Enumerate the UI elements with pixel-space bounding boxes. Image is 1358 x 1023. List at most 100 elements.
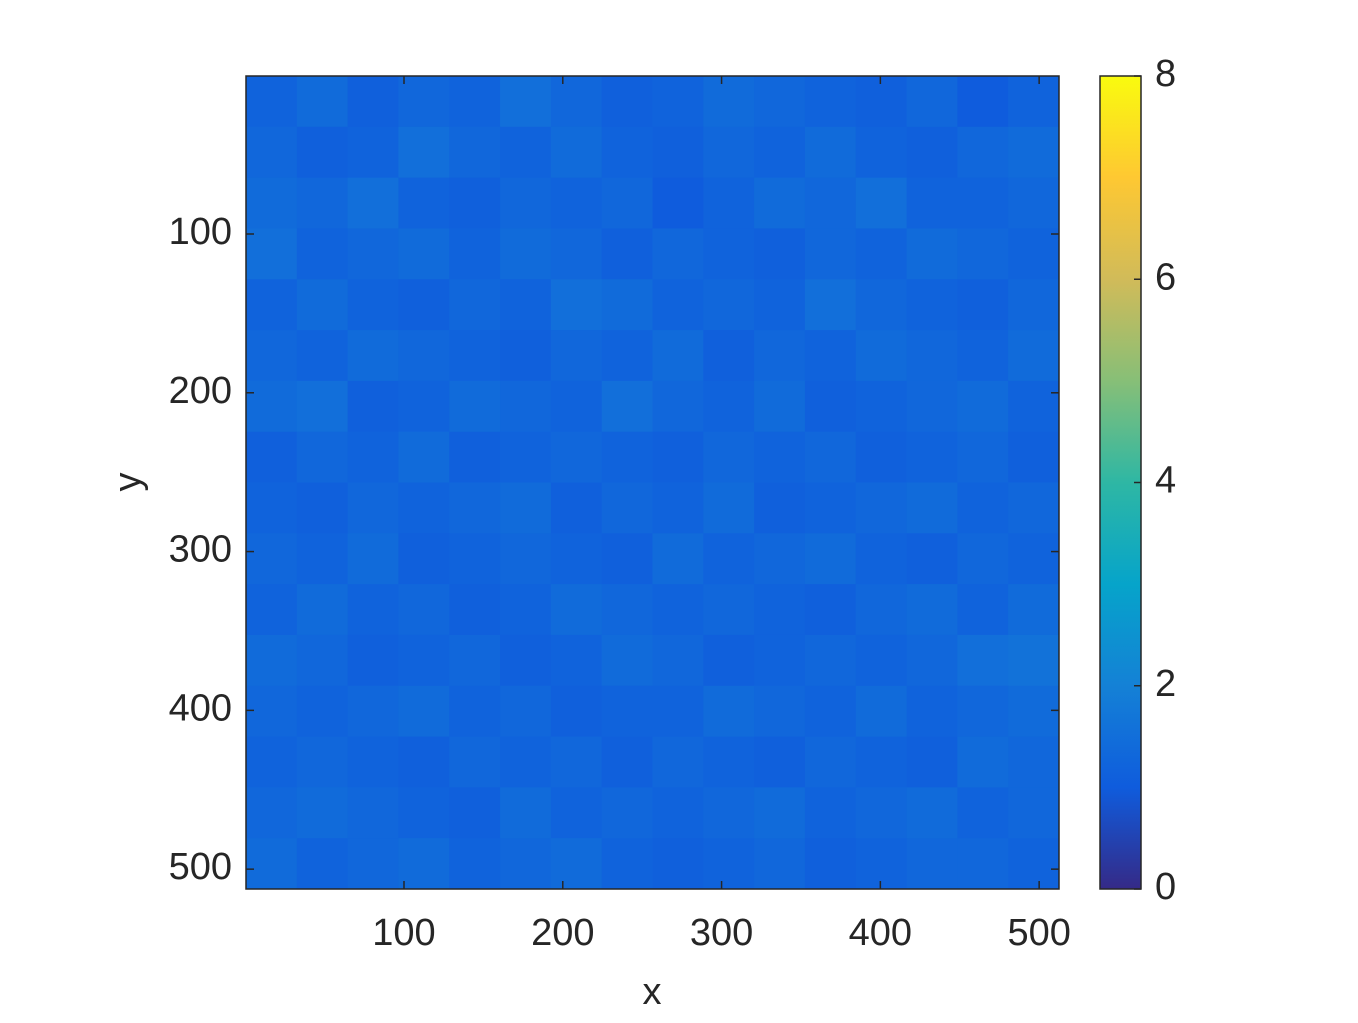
y-tick-label: 500 xyxy=(169,846,232,888)
heat-cell xyxy=(449,380,501,433)
heat-cell xyxy=(855,380,908,433)
heat-cell xyxy=(449,482,501,534)
heat-cell xyxy=(1008,330,1060,382)
heat-cell xyxy=(652,126,704,179)
y-tick-label: 300 xyxy=(169,529,232,571)
heat-cell xyxy=(500,279,552,331)
heat-cell xyxy=(246,126,298,179)
heat-cell xyxy=(754,482,806,534)
heat-cell xyxy=(957,126,1009,179)
heat-cell xyxy=(652,279,704,331)
heat-cell xyxy=(652,584,704,636)
heat-cell xyxy=(449,126,501,179)
heat-cell xyxy=(754,76,806,128)
heat-cell xyxy=(550,685,603,738)
heat-cell xyxy=(855,279,908,331)
heat-cell xyxy=(296,838,349,890)
heat-cell xyxy=(601,838,653,890)
heat-cell xyxy=(652,228,704,280)
heat-cell xyxy=(449,228,501,280)
heat-cell xyxy=(703,431,755,483)
heat-cell xyxy=(754,787,806,839)
colorbar-tick-label: 2 xyxy=(1155,663,1176,705)
heat-cell xyxy=(449,787,501,839)
heat-cell xyxy=(347,736,399,788)
heat-cell xyxy=(449,736,501,788)
heat-cell xyxy=(1008,787,1060,839)
x-tick-label: 400 xyxy=(849,912,912,954)
heat-cell xyxy=(957,533,1009,585)
heat-cell xyxy=(500,634,552,687)
heat-cell xyxy=(550,634,603,687)
heat-cell xyxy=(652,838,704,890)
heat-cell xyxy=(804,736,857,788)
heat-cell xyxy=(754,584,806,636)
heat-cell xyxy=(246,330,298,382)
heat-cell xyxy=(347,279,399,331)
heat-cell xyxy=(906,431,958,483)
heat-cell xyxy=(855,330,908,382)
heat-cell xyxy=(347,838,399,890)
heat-cell xyxy=(652,787,704,839)
colorbar-tick-label: 8 xyxy=(1155,53,1176,95)
heat-cell xyxy=(804,787,857,839)
heat-cell xyxy=(601,126,653,179)
heat-cell xyxy=(601,279,653,331)
heat-cell xyxy=(449,177,501,229)
heat-cell xyxy=(754,330,806,382)
heat-cell xyxy=(296,279,349,331)
heat-cell xyxy=(550,380,603,433)
heat-cell xyxy=(855,431,908,483)
heat-cell xyxy=(906,177,958,229)
heat-cell xyxy=(804,177,857,229)
heat-cell xyxy=(500,126,552,179)
heat-cell xyxy=(1008,736,1060,788)
heat-cell xyxy=(1008,634,1060,687)
heat-cell xyxy=(906,634,958,687)
heat-cell xyxy=(500,787,552,839)
heat-cell xyxy=(906,584,958,636)
heat-cell xyxy=(246,177,298,229)
heat-cell xyxy=(906,279,958,331)
heat-cell xyxy=(1008,533,1060,585)
heat-cell xyxy=(703,634,755,687)
heat-cell xyxy=(754,736,806,788)
plot-frame xyxy=(245,75,1060,890)
heat-cell xyxy=(652,685,704,738)
heat-cell xyxy=(652,431,704,483)
heat-cell xyxy=(550,736,603,788)
heat-cell xyxy=(550,330,603,382)
heat-cell xyxy=(855,838,908,890)
heat-cell xyxy=(398,330,450,382)
heat-cell xyxy=(754,177,806,229)
heat-cell xyxy=(804,584,857,636)
heat-cell xyxy=(703,279,755,331)
heat-cell xyxy=(500,431,552,483)
heat-cell xyxy=(703,533,755,585)
heat-cell xyxy=(550,126,603,179)
heat-cell xyxy=(500,584,552,636)
heat-cell xyxy=(906,76,958,128)
heat-cell xyxy=(1008,279,1060,331)
heat-cell xyxy=(1008,126,1060,179)
heat-cell xyxy=(246,228,298,280)
heat-cell xyxy=(1008,228,1060,280)
y-tick-label: 400 xyxy=(169,687,232,729)
heat-cell xyxy=(296,584,349,636)
heat-cell xyxy=(246,787,298,839)
heat-cell xyxy=(296,330,349,382)
heat-cell xyxy=(347,787,399,839)
heat-cell xyxy=(296,228,349,280)
heat-cell xyxy=(703,76,755,128)
heat-cell xyxy=(296,685,349,738)
heat-cell xyxy=(804,431,857,483)
heat-cell xyxy=(906,533,958,585)
heat-cell xyxy=(500,177,552,229)
heat-cell xyxy=(398,482,450,534)
heat-cell xyxy=(398,838,450,890)
heat-cell xyxy=(804,380,857,433)
heat-cell xyxy=(957,736,1009,788)
y-tick-label: 200 xyxy=(169,370,232,412)
heat-cell xyxy=(754,533,806,585)
heat-cell xyxy=(957,330,1009,382)
